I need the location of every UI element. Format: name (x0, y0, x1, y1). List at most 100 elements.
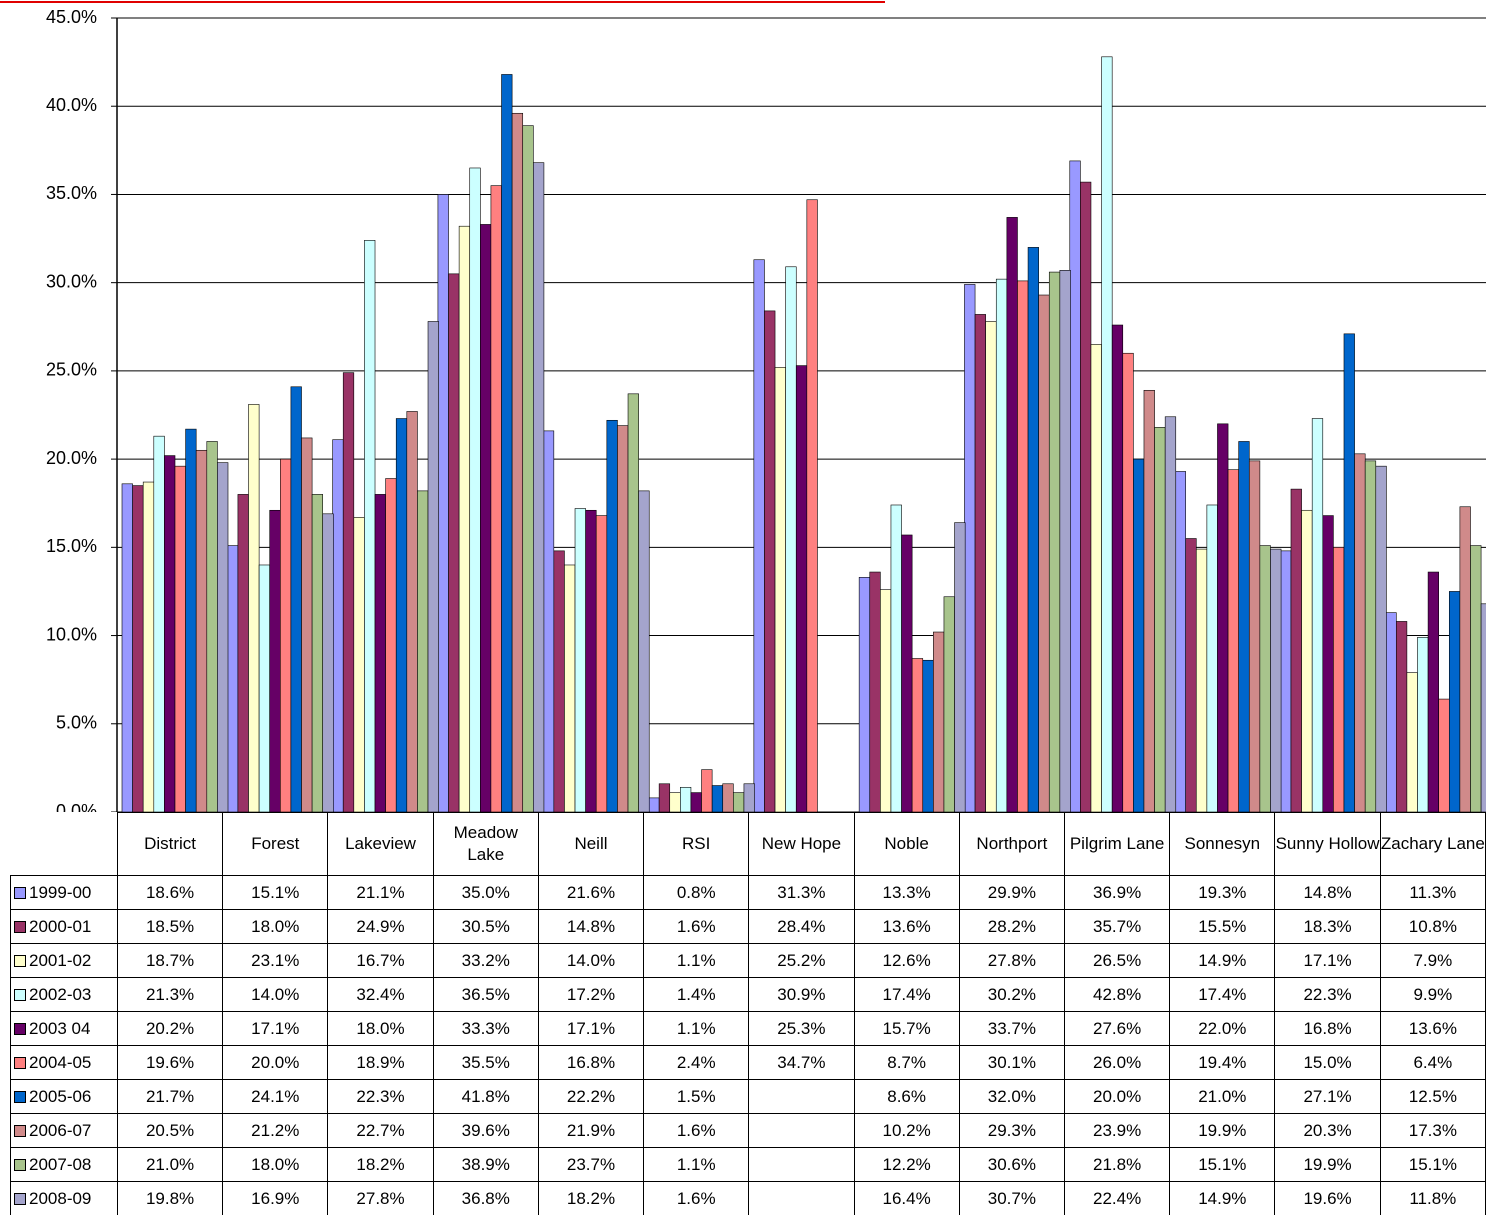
table-cell: 21.0% (1169, 1079, 1276, 1114)
bar (922, 659, 934, 812)
table-cell: 11.3% (1379, 875, 1486, 910)
bar (427, 321, 439, 812)
table-cell: 42.8% (1063, 977, 1171, 1012)
table-cell: 12.6% (853, 943, 960, 978)
table-cell: 23.7% (537, 1147, 645, 1182)
legend-label: 2008-09 (29, 1188, 92, 1208)
table-row: 2008-09 19.8% 16.9% 27.8% 36.8% 18.2% 1.6% 16.4… (10, 1181, 1486, 1215)
table-cell: 39.6% (432, 1113, 539, 1148)
table-cell: 15.5% (1169, 909, 1276, 944)
bar (933, 631, 945, 812)
bar (237, 494, 249, 812)
y-tick-label: 40.0% (46, 95, 97, 115)
bar (1364, 460, 1377, 812)
bar (943, 596, 955, 812)
table-cell: 14.9% (1169, 1181, 1276, 1215)
bar (490, 185, 502, 812)
table-cell: 22.7% (327, 1113, 434, 1148)
bar (1069, 160, 1081, 812)
table-cell: 35.7% (1063, 909, 1171, 944)
bar (258, 564, 271, 812)
legend-entry: 2005-06 (10, 1079, 118, 1114)
legend-entry: 2006-07 (10, 1113, 118, 1148)
table-cell: 36.5% (432, 977, 539, 1012)
legend-swatch (14, 1091, 26, 1104)
bar (1395, 621, 1408, 812)
table-cell: 18.2% (537, 1181, 645, 1215)
table-cell: 33.2% (432, 943, 539, 978)
table-cell: 27.8% (327, 1181, 434, 1215)
legend-label: 2003 04 (29, 1018, 91, 1038)
bar (364, 240, 376, 812)
bar (269, 509, 281, 812)
bar (1427, 571, 1439, 812)
bar (164, 455, 176, 812)
table-cell: 10.8% (1379, 909, 1486, 944)
legend-label: 2007-08 (29, 1154, 92, 1174)
bar (522, 125, 534, 812)
data-table: District Forest Lakeview Meadow Lake Neill RS… (10, 812, 1486, 1215)
table-cell: 10.2% (853, 1113, 960, 1148)
table-cell: 14.0% (222, 977, 329, 1012)
bar (322, 513, 334, 812)
bar (374, 494, 386, 812)
bar (217, 462, 229, 812)
bar (595, 515, 608, 812)
table-cell: 16.7% (327, 943, 434, 978)
bar (1417, 637, 1429, 812)
category-label: Forest (222, 812, 329, 876)
table-cell: 28.2% (958, 909, 1065, 944)
bar (585, 509, 597, 812)
table-cell: 21.2% (222, 1113, 329, 1148)
table-cell: 1.6% (643, 1181, 750, 1215)
table-cell: 30.9% (748, 977, 855, 1012)
table-cell: 1.4% (643, 977, 750, 1012)
bar (1217, 423, 1229, 812)
bar (469, 167, 481, 812)
table-cell: 26.0% (1063, 1045, 1171, 1080)
bar (311, 494, 324, 812)
table-cell: 19.3% (1169, 875, 1276, 910)
table-cell: 35.5% (432, 1045, 539, 1080)
legend-swatch (14, 1125, 26, 1138)
category-label: Zachary Lane (1379, 812, 1486, 876)
bar (974, 314, 986, 812)
bar (448, 273, 460, 812)
bar (1174, 471, 1186, 812)
bar (806, 199, 818, 812)
bar (1354, 453, 1366, 812)
table-cell (748, 1079, 855, 1114)
table-row: 2001-02 18.7% 23.1% 16.7% 33.2% 14.0% 1.1% 25.2… (10, 943, 1486, 978)
table-cell: 29.3% (958, 1113, 1065, 1148)
table-corner (11, 813, 118, 876)
bar (353, 517, 365, 812)
bar (1385, 612, 1397, 812)
table-cell: 22.0% (1169, 1011, 1276, 1046)
table-cell: 8.7% (853, 1045, 960, 1080)
table-cell: 21.0% (116, 1147, 224, 1182)
table-cell: 14.0% (537, 943, 645, 978)
table-cell: 14.8% (1274, 875, 1381, 910)
bar (743, 783, 755, 812)
bar (753, 259, 765, 812)
table-cell: 8.6% (853, 1079, 960, 1114)
table-cell: 21.7% (116, 1079, 224, 1114)
bar (301, 437, 313, 812)
bar (1027, 247, 1039, 812)
bar (648, 797, 660, 812)
table-cell: 22.4% (1063, 1181, 1171, 1215)
bar (1238, 441, 1250, 812)
table-header-row: District Forest Lakeview Meadow Lake Neill RS… (11, 812, 1486, 876)
table-cell: 30.5% (432, 909, 539, 944)
table-cell: 19.4% (1169, 1045, 1276, 1080)
bar (121, 483, 133, 812)
category-label: New Hope (748, 812, 855, 876)
bar (1290, 488, 1302, 812)
table-row: 2004-05 19.6% 20.0% 18.9% 35.5% 16.8% 2.4% 34.7… (10, 1045, 1486, 1080)
table-cell (748, 1181, 855, 1215)
table-cell: 13.3% (853, 875, 960, 910)
bar (248, 404, 260, 812)
bar (533, 162, 545, 812)
table-cell: 19.6% (116, 1045, 224, 1080)
